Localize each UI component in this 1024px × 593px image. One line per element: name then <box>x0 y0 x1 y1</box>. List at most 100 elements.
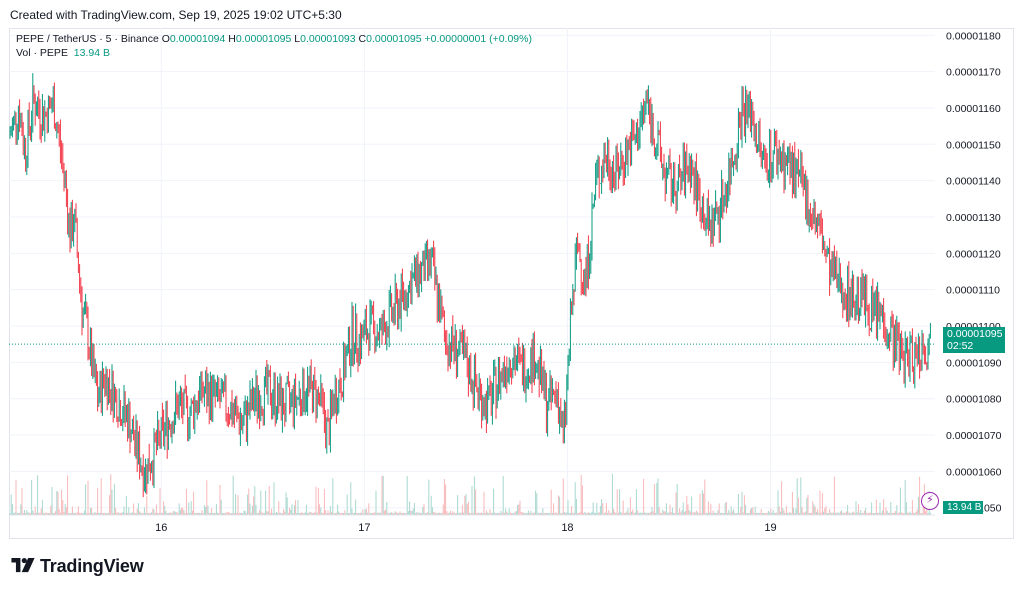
volume-bar <box>454 513 456 515</box>
volume-bar <box>67 475 69 515</box>
volume-bar <box>424 513 426 515</box>
volume-bar <box>401 512 403 515</box>
volume-bar <box>389 512 391 515</box>
lightning-icon[interactable]: ⚡ <box>921 492 939 510</box>
volume-bar <box>272 512 274 515</box>
volume-bar <box>645 512 647 515</box>
volume-bar <box>197 512 199 515</box>
volume-bar <box>740 506 742 515</box>
volume-bar <box>821 493 823 515</box>
volume-bar <box>652 511 654 515</box>
volume-bar <box>221 513 223 515</box>
volume-bar <box>346 494 348 515</box>
volume-bar <box>405 512 407 515</box>
symbol-label[interactable]: PEPE / TetherUS · 5 · Binance <box>16 33 159 45</box>
volume-bar <box>92 512 94 515</box>
volume-bar <box>499 513 501 515</box>
volume-bar <box>115 507 117 515</box>
volume-bar <box>590 512 592 515</box>
volume-bar <box>529 512 531 515</box>
volume-bar <box>623 512 625 515</box>
volume-bar <box>583 513 585 515</box>
volume-bar <box>619 489 621 515</box>
volume-bar <box>34 506 36 515</box>
volume-bar <box>734 513 736 515</box>
volume-bar <box>913 512 915 515</box>
price-tick-label: 0.00001150 <box>946 139 1001 151</box>
volume-bar <box>622 500 624 515</box>
volume-label[interactable]: Vol · PEPE <box>16 47 68 59</box>
volume-bar <box>589 512 591 515</box>
volume-bar <box>219 484 221 515</box>
price-tick-label: 0.00001160 <box>946 103 1001 115</box>
volume-bar <box>417 512 419 515</box>
volume-bar <box>616 489 618 515</box>
volume-bar <box>484 512 486 515</box>
chart-frame[interactable] <box>9 28 1014 539</box>
volume-bar <box>481 512 483 515</box>
volume-bar <box>629 497 631 515</box>
volume-bar <box>329 505 331 515</box>
volume-bar <box>451 512 453 515</box>
volume-bar <box>729 512 731 515</box>
volume-bar <box>292 512 294 515</box>
volume-bar <box>535 490 537 515</box>
volume-bar <box>341 513 343 515</box>
volume-bar <box>848 512 850 515</box>
volume-bar <box>638 512 640 515</box>
volume-bar <box>554 512 556 515</box>
volume-bar <box>597 513 599 515</box>
volume-bar <box>482 512 484 515</box>
volume-bar <box>635 489 637 515</box>
volume-bar <box>475 489 477 515</box>
volume-bar <box>118 512 120 515</box>
volume-bar <box>861 512 863 515</box>
volume-bar <box>598 512 600 515</box>
volume-bar <box>241 512 243 515</box>
volume-bar <box>248 488 250 515</box>
volume-bar <box>508 508 510 515</box>
volume-bar <box>70 512 72 515</box>
volume-bar <box>191 510 193 515</box>
volume-bar <box>269 513 271 515</box>
volume-bar <box>536 493 538 515</box>
volume-bar <box>385 509 387 515</box>
volume-bar <box>65 507 67 515</box>
volume-bar <box>303 513 305 515</box>
volume-bar <box>213 512 215 515</box>
volume-bar <box>639 512 641 515</box>
volume-bar <box>403 512 405 515</box>
volume-bar <box>136 508 138 515</box>
volume-bar <box>512 512 514 515</box>
volume-bar <box>811 512 813 515</box>
volume-bar <box>837 512 839 515</box>
tradingview-brand[interactable]: TradingView <box>10 556 144 577</box>
close-label: C <box>358 33 367 45</box>
volume-bar <box>339 512 341 515</box>
volume-bar <box>422 506 424 515</box>
volume-bar <box>715 513 717 515</box>
volume-bar <box>662 509 664 515</box>
volume-bar <box>832 512 834 515</box>
volume-bar <box>116 512 118 515</box>
volume-bar <box>244 510 246 515</box>
volume-bar <box>495 513 497 515</box>
volume-bar <box>263 512 265 515</box>
price-tick-label: 0.00001070 <box>946 430 1002 442</box>
volume-bar <box>838 512 840 515</box>
volume-bar <box>788 512 790 515</box>
volume-bar <box>411 510 413 515</box>
volume-bar <box>556 512 558 515</box>
volume-bar <box>410 510 412 515</box>
volume-bar <box>766 512 768 515</box>
volume-bar <box>777 490 779 515</box>
volume-bar <box>787 512 789 515</box>
volume-bar <box>511 512 513 515</box>
volume-bar <box>813 504 815 515</box>
volume-bar <box>794 512 796 515</box>
volume-bar <box>591 511 593 515</box>
volume-bar <box>200 513 202 515</box>
volume-bar <box>351 508 353 515</box>
volume-bar <box>73 512 75 515</box>
